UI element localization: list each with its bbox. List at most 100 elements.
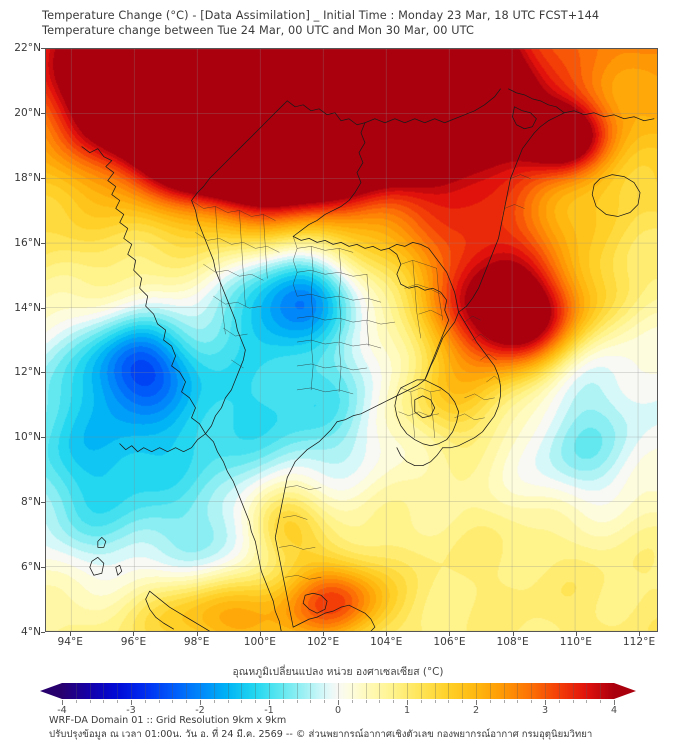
colorbar-tick-mark <box>324 700 326 703</box>
colorbar-tick-mark <box>241 700 243 703</box>
colorbar-band-line <box>379 683 381 699</box>
colorbar-tick-mark <box>338 700 339 705</box>
colorbar-band-line <box>517 683 519 699</box>
colorbar-tick-label: 4 <box>610 705 618 716</box>
colorbar-tick-mark <box>351 700 353 703</box>
colorbar-band-separators <box>62 683 614 699</box>
colorbar-tick-mark <box>172 700 174 703</box>
colorbar-band-line <box>282 683 284 699</box>
colorbar-band-line <box>545 683 546 699</box>
colorbar-band-line <box>351 683 353 699</box>
chart-title-block: Temperature Change (°C) - [Data Assimila… <box>42 8 662 38</box>
title-line-1: Temperature Change (°C) - [Data Assimila… <box>42 9 600 22</box>
colorbar-band-line <box>572 683 574 699</box>
y-axis-tick-mark <box>41 502 45 504</box>
y-axis-tick-label: 16°N <box>14 236 41 249</box>
colorbar-tick-label: -1 <box>264 705 274 716</box>
colorbar-tick-mark <box>213 700 215 703</box>
x-axis-tick-mark <box>259 632 261 636</box>
colorbar-tick-mark <box>103 700 105 703</box>
x-axis-tick-label: 104°E <box>370 636 403 648</box>
colorbar-tick-mark <box>558 700 560 703</box>
colorbar-tick-mark <box>407 700 408 705</box>
colorbar-tick-mark <box>75 700 77 703</box>
y-axis-tick-label: 12°N <box>14 366 41 379</box>
x-axis-tick-label: 110°E <box>559 636 592 648</box>
colorbar-tick-mark <box>503 700 505 703</box>
colorbar-band-line <box>600 683 602 699</box>
colorbar-band-line <box>558 683 560 699</box>
colorbar-band-line <box>241 683 243 699</box>
y-axis-tick-label: 10°N <box>14 431 41 444</box>
colorbar-band-line <box>213 683 215 699</box>
colorbar-band-line <box>476 683 477 699</box>
colorbar-band-line <box>158 683 160 699</box>
x-axis-tick-label: 98°E <box>183 636 210 648</box>
colorbar-tick-label: -2 <box>195 705 205 716</box>
y-axis-tick-mark <box>41 242 45 244</box>
colorbar-tick-mark <box>186 700 188 703</box>
colorbar-tick-mark <box>476 700 477 705</box>
colorbar-band-line <box>489 683 491 699</box>
y-axis-tick-mark <box>41 437 45 439</box>
colorbar-band-line <box>75 683 77 699</box>
colorbar-band-line <box>200 683 201 699</box>
colorbar-band-line <box>255 683 257 699</box>
colorbar-band-line <box>420 683 422 699</box>
colorbar-tick-label: 2 <box>472 705 480 716</box>
colorbar-band-line <box>186 683 188 699</box>
x-axis-tick-label: 112°E <box>622 636 656 648</box>
colorbar-band-line <box>365 683 367 699</box>
colorbar-tick-mark <box>531 700 533 703</box>
colorbar-tick-mark <box>434 700 436 703</box>
y-axis-tick-label: 14°N <box>14 301 41 314</box>
colorbar-tick-label: -4 <box>57 705 67 716</box>
colorbar-band-line <box>338 683 339 699</box>
colorbar-tick-mark <box>227 700 229 703</box>
colorbar-axis: -4 -3 -2 -1 0 1 2 3 4 <box>40 700 636 716</box>
colorbar-band-line <box>310 683 312 699</box>
colorbar-tick-mark <box>614 700 615 705</box>
colorbar-caption: อุณหภูมิเปลี่ยนแปลง หน่วย องศาเซลเซียส (… <box>232 666 444 678</box>
x-axis-tick-mark <box>70 632 72 636</box>
colorbar-band-line <box>434 683 436 699</box>
y-axis-tick-mark <box>41 632 45 633</box>
y-axis-tick-mark <box>41 48 45 49</box>
colorbar-tick-mark <box>62 700 63 705</box>
colorbar-band-line <box>407 683 408 699</box>
colorbar-tick-mark <box>117 700 119 703</box>
x-axis-tick-mark <box>449 632 451 636</box>
colorbar-tick-label: -3 <box>126 705 136 716</box>
colorbar-band-line <box>227 683 229 699</box>
x-axis-tick-label: 96°E <box>120 636 147 648</box>
y-axis-tick-mark <box>41 567 45 569</box>
y-axis-tick-mark <box>41 112 45 114</box>
colorbar-tick-mark <box>89 700 91 703</box>
map-plot-area <box>45 48 658 632</box>
x-axis-tick-label: 108°E <box>496 636 529 648</box>
x-axis-tick-mark <box>133 632 135 636</box>
colorbar-tick-label: 0 <box>334 705 342 716</box>
colorbar-band-line <box>462 683 464 699</box>
temperature-anomaly-field <box>46 49 657 631</box>
colorbar-tick-mark <box>255 700 257 703</box>
colorbar-min-extend-arrow <box>40 683 62 699</box>
x-axis-tick-label: 94°E <box>57 636 84 648</box>
colorbar-tick-mark <box>200 700 201 705</box>
colorbar-tick-mark <box>131 700 132 705</box>
title-line-2: Temperature change between Tue 24 Mar, 0… <box>42 24 474 37</box>
colorbar-band-line <box>296 683 298 699</box>
colorbar-band-line <box>503 683 505 699</box>
colorbar-tick-mark <box>269 700 270 705</box>
colorbar-gradient-body <box>62 683 614 699</box>
colorbar-band-line <box>269 683 270 699</box>
y-axis-tick-label: 6°N <box>21 561 41 574</box>
x-axis-tick-mark <box>575 632 577 636</box>
y-axis-tick-label: 4°N <box>21 626 41 638</box>
colorbar-tick-mark <box>144 700 146 703</box>
x-axis-tick-mark <box>386 632 388 636</box>
colorbar-tick-mark <box>600 700 602 703</box>
colorbar-band-line <box>172 683 174 699</box>
colorbar-tick-mark <box>572 700 574 703</box>
colorbar-band-line <box>117 683 119 699</box>
